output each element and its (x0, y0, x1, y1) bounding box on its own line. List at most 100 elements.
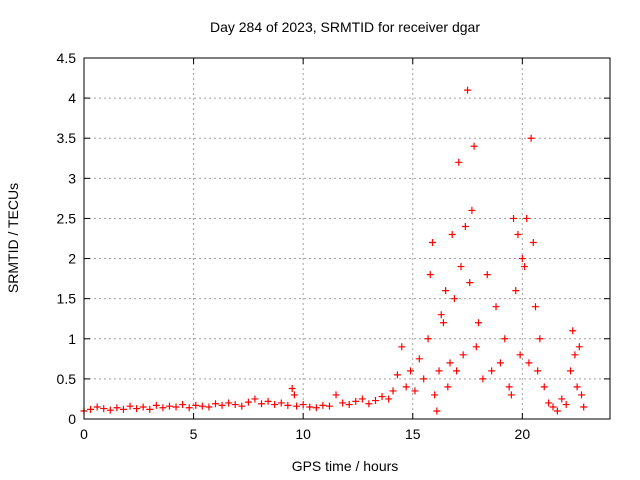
plot-frame (83, 57, 611, 420)
data-point (205, 403, 213, 411)
data-point (562, 401, 570, 409)
data-point (437, 311, 445, 319)
data-point (415, 355, 423, 363)
data-point (244, 398, 252, 406)
data-point (288, 385, 296, 393)
y-tick-label: 4.5 (57, 50, 77, 66)
data-point (516, 351, 524, 359)
data-point (545, 399, 553, 407)
data-point (290, 391, 298, 399)
data-point (521, 263, 529, 271)
data-point (238, 402, 246, 410)
data-point (407, 367, 415, 375)
data-point (284, 401, 292, 409)
x-tick-label: 20 (515, 426, 531, 442)
data-point (580, 403, 588, 411)
x-tick-label: 15 (405, 426, 421, 442)
data-point (525, 359, 533, 367)
data-point (426, 271, 434, 279)
data-point (578, 391, 586, 399)
data-point (264, 397, 272, 405)
data-point (87, 405, 95, 413)
data-point (339, 399, 347, 407)
data-point (553, 407, 561, 415)
data-point (258, 400, 266, 408)
data-point (468, 206, 476, 214)
data-point (483, 271, 491, 279)
data-point (464, 86, 472, 94)
data-point (251, 395, 259, 403)
data-point (450, 295, 458, 303)
data-point (133, 405, 141, 413)
y-tick-label: 4 (68, 90, 76, 106)
data-point (165, 402, 173, 410)
data-point (106, 406, 114, 414)
data-point (389, 387, 397, 395)
data-point (518, 255, 526, 263)
data-point (496, 359, 504, 367)
data-point (358, 395, 366, 403)
data-point (93, 403, 101, 411)
data-point (185, 404, 193, 412)
y-tick-label: 2 (68, 251, 76, 267)
chart-title: Day 284 of 2023, SRMTID for receiver dga… (210, 19, 480, 35)
data-point (159, 404, 167, 412)
data-point (152, 401, 160, 409)
data-point (470, 142, 478, 150)
data-point (507, 391, 515, 399)
data-point (448, 230, 456, 238)
data-point (536, 335, 544, 343)
y-tick-label: 0.5 (57, 371, 77, 387)
data-point (271, 401, 279, 409)
y-tick-label: 1 (68, 331, 76, 347)
data-point (378, 393, 386, 401)
data-point (179, 401, 187, 409)
data-point (332, 391, 340, 399)
data-point (293, 402, 301, 410)
data-point (466, 279, 474, 287)
y-tick-label: 2.5 (57, 210, 77, 226)
data-point (459, 351, 467, 359)
data-point (433, 407, 441, 415)
data-point (492, 303, 500, 311)
data-point (402, 383, 410, 391)
data-point (444, 383, 452, 391)
data-point (100, 405, 108, 413)
data-point (446, 359, 454, 367)
axis-ticks: 0 5 10 15 20 0 0.5 1 1.5 2 2.5 3 3.5 4 4.5 (57, 50, 610, 442)
data-point (472, 343, 480, 351)
data-point (435, 367, 443, 375)
y-tick-label: 1.5 (57, 291, 77, 307)
x-axis-label: GPS time / hours (292, 458, 399, 474)
data-point (146, 405, 154, 413)
data-point (192, 401, 200, 409)
data-point (549, 403, 557, 411)
data-point (218, 401, 226, 409)
grid-lines (84, 58, 610, 419)
data-point (126, 402, 134, 410)
data-point (531, 303, 539, 311)
data-point (461, 222, 469, 230)
data-point (529, 239, 537, 247)
data-point (479, 375, 487, 383)
data-point (567, 367, 575, 375)
data-point (299, 401, 307, 409)
data-point (512, 287, 520, 295)
data-point (225, 399, 233, 407)
data-point (231, 401, 239, 409)
data-point (113, 404, 121, 412)
data-point (365, 400, 373, 408)
data-point (534, 367, 542, 375)
data-point (505, 383, 513, 391)
data-point (527, 134, 535, 142)
data-point (393, 371, 401, 379)
data-point (569, 327, 577, 335)
data-point (139, 403, 147, 411)
x-tick-label: 0 (80, 426, 88, 442)
data-point (306, 403, 314, 411)
data-point (411, 387, 419, 395)
data-point (514, 230, 522, 238)
y-tick-label: 3.5 (57, 130, 77, 146)
data-point (457, 263, 465, 271)
